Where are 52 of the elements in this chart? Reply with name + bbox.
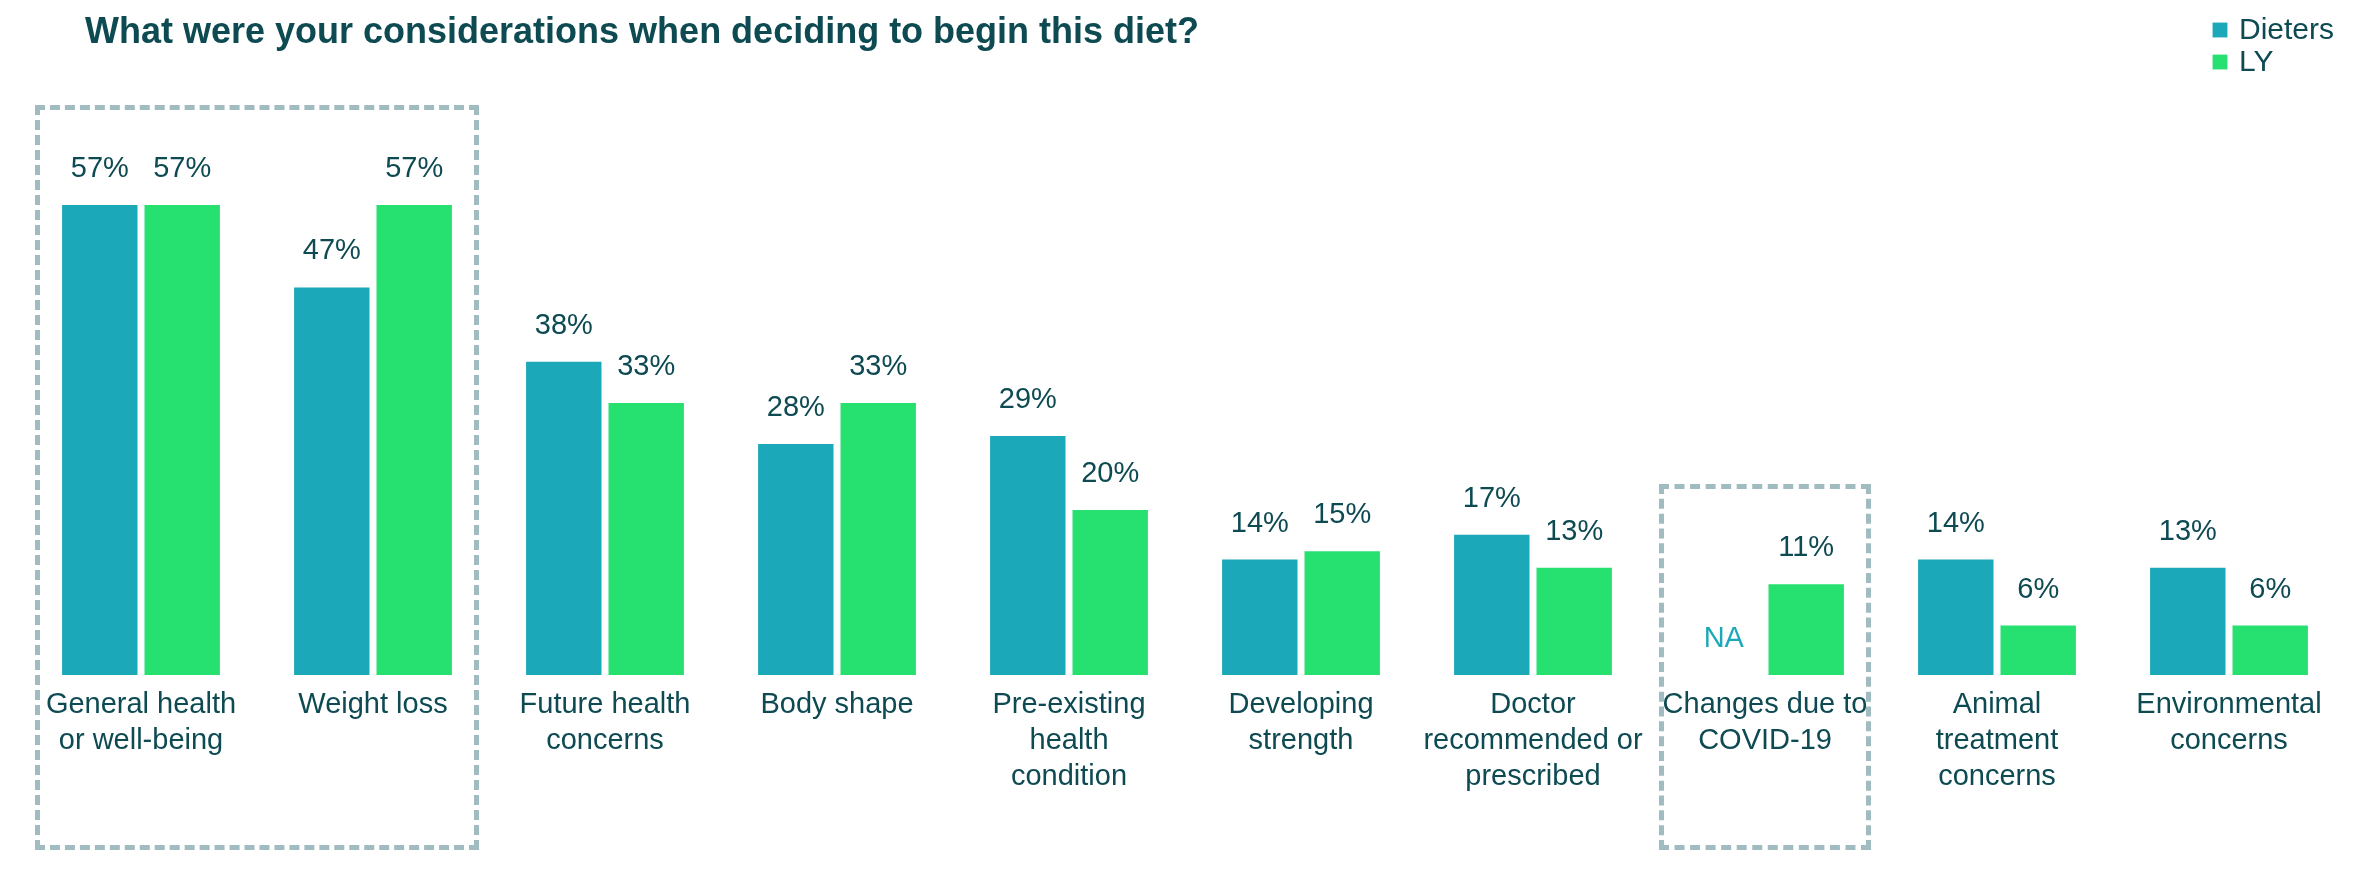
data-label: 28% bbox=[766, 390, 825, 423]
bar bbox=[144, 205, 220, 675]
x-tick-label: Pre-existing health condition bbox=[992, 686, 1146, 791]
data-label: 47% bbox=[302, 233, 361, 266]
x-tick-label: Doctor recommended or prescribed bbox=[1423, 686, 1643, 791]
bar bbox=[376, 205, 452, 675]
bar bbox=[62, 205, 138, 675]
data-label: 13% bbox=[1545, 513, 1604, 546]
x-tick-label: Weight loss bbox=[298, 686, 448, 719]
x-tick-label: Developing strength bbox=[1228, 686, 1374, 755]
data-label: 14% bbox=[1926, 505, 1985, 538]
data-label: 20% bbox=[1081, 456, 1140, 489]
x-tick-label: Body shape bbox=[760, 686, 914, 719]
data-label: 38% bbox=[534, 307, 593, 340]
data-label: 29% bbox=[998, 381, 1057, 414]
x-tick-label: Changes due to COVID-19 bbox=[1662, 686, 1868, 755]
bar bbox=[2000, 625, 2076, 675]
legend-label: LY bbox=[2239, 44, 2274, 77]
legend-label: Dieters bbox=[2239, 12, 2335, 45]
bar bbox=[1072, 510, 1148, 675]
data-label: 33% bbox=[849, 348, 908, 381]
bar bbox=[1222, 559, 1298, 675]
data-label: 14% bbox=[1230, 505, 1289, 538]
data-label: 6% bbox=[2017, 571, 2060, 604]
bar bbox=[1768, 584, 1844, 675]
bar bbox=[1454, 534, 1530, 675]
bar bbox=[840, 402, 916, 675]
bar bbox=[2232, 625, 2308, 675]
bar bbox=[526, 361, 602, 675]
bar bbox=[608, 402, 684, 675]
data-label: 57% bbox=[385, 151, 444, 183]
bar bbox=[758, 444, 834, 675]
data-label: 57% bbox=[70, 151, 129, 183]
bar bbox=[294, 287, 370, 675]
data-label: 11% bbox=[1778, 530, 1835, 563]
data-label: 15% bbox=[1313, 497, 1372, 530]
chart-title: What were your considerations when deciding to begin this diet? bbox=[85, 10, 1200, 51]
data-label: 17% bbox=[1462, 480, 1521, 513]
data-label: 13% bbox=[2158, 513, 2217, 546]
bar bbox=[1304, 551, 1380, 675]
bar bbox=[1536, 567, 1612, 675]
x-tick-label: Environmental concerns bbox=[2136, 686, 2322, 755]
x-tick-label: Future health concerns bbox=[519, 686, 691, 755]
x-tick-label: General health or well-being bbox=[45, 686, 237, 755]
data-label: 57% bbox=[153, 151, 212, 183]
data-label: 33% bbox=[617, 348, 676, 381]
bar bbox=[2150, 567, 2226, 675]
data-label: 6% bbox=[2249, 571, 2292, 604]
bar bbox=[990, 435, 1066, 675]
text: NA bbox=[1703, 621, 1744, 653]
x-tick-label: Animal treatment concerns bbox=[1935, 686, 2059, 791]
bar bbox=[1918, 559, 1994, 675]
